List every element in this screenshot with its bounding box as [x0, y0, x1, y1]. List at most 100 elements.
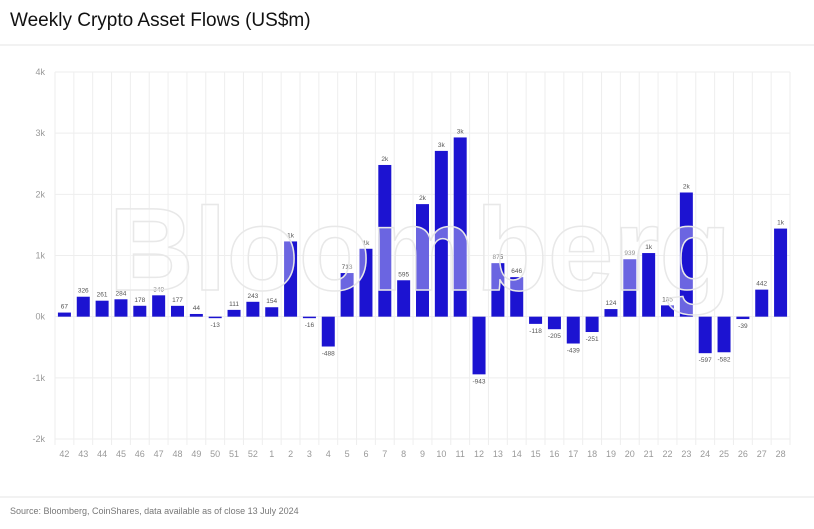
bar: [529, 316, 543, 324]
x-tick-label: 17: [568, 449, 578, 459]
bar: [246, 301, 260, 317]
x-tick-label: 21: [644, 449, 654, 459]
x-tick-label: 28: [776, 449, 786, 459]
bar: [679, 192, 693, 317]
data-label: -943: [473, 378, 486, 385]
data-label: -439: [567, 348, 580, 355]
x-tick-label: 23: [681, 449, 691, 459]
bar: [57, 312, 71, 317]
bar: [114, 299, 128, 317]
x-tick-label: 15: [531, 449, 541, 459]
bar: [736, 316, 750, 320]
x-tick-label: 51: [229, 449, 239, 459]
data-label: -205: [548, 333, 561, 340]
data-label: 939: [624, 250, 635, 257]
data-label: 2k: [381, 156, 389, 163]
x-tick-label: 9: [420, 449, 425, 459]
bar: [378, 164, 392, 317]
x-tick-label: 42: [59, 449, 69, 459]
x-tick-label: 18: [587, 449, 597, 459]
y-tick-label: -2k: [32, 434, 45, 444]
x-tick-label: 43: [78, 449, 88, 459]
data-label: 875: [492, 254, 503, 261]
x-tick-label: 19: [606, 449, 616, 459]
bar: [472, 316, 486, 375]
x-tick-label: 8: [401, 449, 406, 459]
data-label: -13: [210, 322, 220, 329]
data-label: 2k: [419, 195, 427, 202]
x-tick-label: 10: [436, 449, 446, 459]
x-tick-label: 46: [135, 449, 145, 459]
data-label: 1k: [645, 244, 653, 251]
data-label: 1k: [287, 232, 295, 239]
x-tick-label: 48: [172, 449, 182, 459]
data-label: -597: [699, 357, 712, 364]
data-label: 284: [116, 290, 127, 297]
data-label: -488: [322, 351, 335, 358]
data-label: -16: [305, 322, 315, 329]
x-tick-label: 22: [662, 449, 672, 459]
y-tick-label: 1k: [35, 251, 45, 261]
bar: [95, 300, 109, 317]
bar: [416, 204, 429, 317]
x-tick-label: 24: [700, 449, 710, 459]
bar: [604, 309, 618, 317]
x-tick-label: 20: [625, 449, 635, 459]
bar: [152, 295, 166, 317]
source-note: Source: Bloomberg, CoinShares, data avai…: [10, 506, 299, 516]
data-label: 154: [266, 298, 277, 305]
data-label: 595: [398, 271, 409, 278]
x-tick-label: 27: [757, 449, 767, 459]
data-label: 178: [134, 297, 145, 304]
bar: [510, 277, 524, 317]
bar: [359, 248, 373, 317]
data-label: -118: [529, 328, 542, 335]
data-label: 111: [229, 301, 239, 308]
data-label: -251: [586, 336, 599, 343]
y-tick-label: -1k: [32, 373, 45, 383]
x-tick-label: 6: [363, 449, 368, 459]
bar: [585, 316, 599, 333]
y-tick-label: 2k: [35, 189, 45, 199]
x-tick-label: 26: [738, 449, 748, 459]
x-tick-label: 25: [719, 449, 729, 459]
data-label: 1k: [363, 240, 371, 247]
x-tick-label: 1: [269, 449, 274, 459]
bar: [340, 273, 354, 317]
x-tick-label: 49: [191, 449, 201, 459]
bar: [717, 316, 731, 353]
x-tick-label: 52: [248, 449, 258, 459]
data-label: 67: [61, 304, 69, 311]
bar: [189, 313, 203, 317]
x-tick-label: 11: [456, 449, 465, 459]
data-label: 442: [756, 281, 767, 288]
x-tick-label: 5: [345, 449, 350, 459]
bar: [321, 316, 335, 347]
bloomberg-watermark: Bloomberg: [109, 184, 732, 316]
bar: [302, 316, 316, 319]
bar: [227, 309, 241, 317]
data-label: 261: [97, 292, 108, 299]
bar: [133, 305, 147, 317]
bar: [171, 305, 184, 317]
x-tick-label: 16: [549, 449, 559, 459]
data-label: 646: [511, 268, 522, 275]
y-tick-label: 3k: [35, 128, 45, 138]
y-tick-label: 0k: [35, 312, 45, 322]
x-tick-label: 13: [493, 449, 503, 459]
x-tick-label: 47: [154, 449, 164, 459]
data-label: 2k: [683, 183, 691, 190]
bar: [453, 137, 467, 317]
data-label: 243: [247, 293, 258, 300]
data-label: -582: [718, 356, 731, 363]
bar: [698, 316, 712, 354]
data-label: 185: [662, 296, 673, 303]
bar: [642, 253, 656, 317]
bar: [434, 150, 448, 317]
chart-title: Weekly Crypto Asset Flows (US$m): [10, 10, 311, 31]
data-label: 1k: [777, 220, 785, 227]
data-label: -39: [738, 323, 748, 330]
x-tick-label: 3: [307, 449, 312, 459]
bar: [491, 263, 505, 317]
